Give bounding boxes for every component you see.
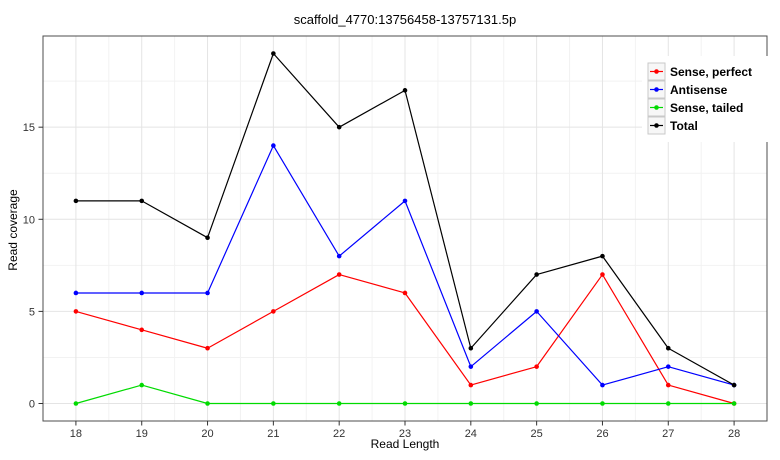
data-point xyxy=(271,51,276,56)
data-point xyxy=(731,401,737,406)
x-tick-label: 27 xyxy=(662,428,674,440)
data-point xyxy=(73,401,79,406)
legend-label: Sense, perfect xyxy=(670,65,752,79)
data-point xyxy=(665,345,671,351)
legend-label: Total xyxy=(670,119,698,133)
data-point xyxy=(271,143,276,148)
legend-item-sense-tailed: Sense, tailed xyxy=(647,98,743,117)
series-sense-tailed xyxy=(73,382,737,406)
series-antisense xyxy=(73,143,737,388)
legend-label: Sense, tailed xyxy=(670,101,743,115)
data-point xyxy=(402,88,408,93)
data-point xyxy=(468,401,474,406)
series-total xyxy=(73,51,737,388)
data-point xyxy=(468,382,474,388)
data-point xyxy=(73,290,79,296)
x-tick-label: 25 xyxy=(531,428,543,440)
legend-key-point xyxy=(654,87,659,92)
data-point xyxy=(731,382,737,388)
data-point xyxy=(139,382,145,388)
axis-ticks: 18 19 20 21 22 23 24 25 26 27 28 0 5 10 15 xyxy=(23,122,740,440)
legend: Sense, perfect Antisense Sense, tailed Tota… xyxy=(642,56,772,142)
data-point xyxy=(600,401,605,406)
data-point xyxy=(139,327,145,333)
legend-item-antisense: Antisense xyxy=(647,80,728,99)
legend-item-sense-perfect: Sense, perfect xyxy=(647,62,752,81)
legend-item-total: Total xyxy=(647,116,698,135)
x-tick-label: 21 xyxy=(267,428,279,440)
y-tick-label: 0 xyxy=(29,399,35,411)
data-point xyxy=(600,253,605,259)
data-point xyxy=(139,198,145,204)
x-tick-label: 26 xyxy=(596,428,608,440)
data-point xyxy=(468,345,474,351)
data-point xyxy=(534,364,539,369)
data-point xyxy=(600,272,605,277)
data-point xyxy=(534,309,539,314)
y-axis-title: Read coverage xyxy=(6,189,20,271)
chart-title: scaffold_4770:13756458-13757131.5p xyxy=(293,12,517,27)
data-point xyxy=(665,364,671,369)
x-axis-title: Read Length xyxy=(370,437,440,451)
data-point xyxy=(336,124,342,130)
data-point xyxy=(205,345,210,351)
data-point xyxy=(665,382,671,388)
data-point xyxy=(271,309,276,314)
x-tick-label: 23 xyxy=(399,428,411,440)
data-point xyxy=(271,401,276,406)
x-tick-label: 18 xyxy=(70,428,82,440)
data-point xyxy=(534,401,539,406)
data-point xyxy=(205,290,210,296)
legend-key-point xyxy=(654,69,659,74)
data-point xyxy=(402,401,408,406)
data-point xyxy=(205,401,210,406)
x-tick-label: 19 xyxy=(136,428,148,440)
y-tick-label: 10 xyxy=(23,214,35,226)
data-point xyxy=(534,272,539,277)
data-point xyxy=(336,401,342,406)
data-point xyxy=(73,309,79,314)
y-tick-label: 15 xyxy=(23,122,35,134)
x-tick-label: 22 xyxy=(333,428,345,440)
legend-key-point xyxy=(654,105,659,110)
data-point xyxy=(139,290,145,296)
data-point xyxy=(665,401,671,406)
data-point xyxy=(600,382,605,388)
x-tick-label: 28 xyxy=(728,428,740,440)
y-tick-label: 5 xyxy=(29,306,35,318)
legend-key-point xyxy=(654,123,659,128)
data-point xyxy=(73,198,79,204)
legend-label: Antisense xyxy=(670,83,728,97)
x-tick-label: 24 xyxy=(465,428,477,440)
data-point xyxy=(402,198,408,204)
data-point xyxy=(468,364,474,369)
data-point xyxy=(205,235,210,241)
data-point xyxy=(402,290,408,296)
data-point xyxy=(336,272,342,277)
x-tick-label: 20 xyxy=(201,428,213,440)
data-point xyxy=(336,253,342,259)
